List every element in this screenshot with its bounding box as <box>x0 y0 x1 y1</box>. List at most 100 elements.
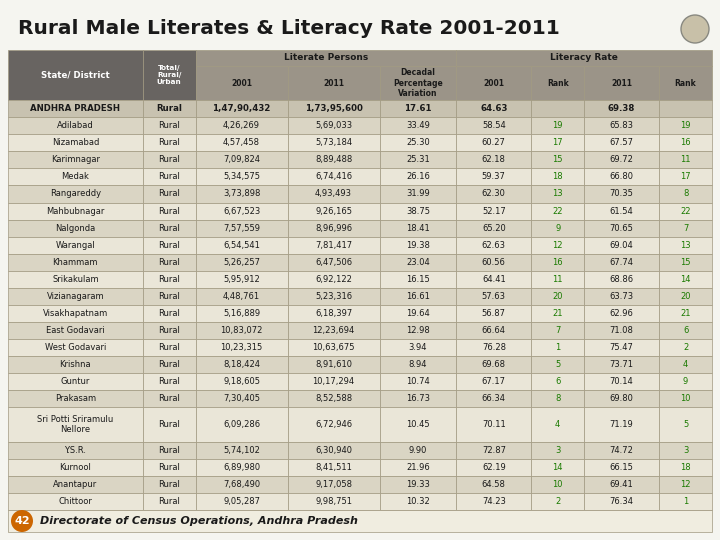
Bar <box>287 390 379 408</box>
Bar <box>456 442 531 459</box>
Text: 15: 15 <box>552 156 563 164</box>
Bar <box>584 322 659 339</box>
Text: 76.28: 76.28 <box>482 343 506 352</box>
Text: 7: 7 <box>683 224 688 233</box>
Bar <box>287 185 379 202</box>
Bar <box>379 288 456 305</box>
Text: Rural: Rural <box>158 480 180 489</box>
Text: 9,98,751: 9,98,751 <box>315 497 352 506</box>
Text: 7,57,559: 7,57,559 <box>223 224 260 233</box>
Bar <box>8 322 143 339</box>
Bar <box>659 100 712 117</box>
Text: 20: 20 <box>552 292 563 301</box>
Bar <box>659 220 712 237</box>
Bar <box>8 185 143 202</box>
Text: 10,23,315: 10,23,315 <box>220 343 263 352</box>
Bar <box>584 305 659 322</box>
Bar <box>196 339 287 356</box>
Text: Decadal
Percentage
Variation: Decadal Percentage Variation <box>393 68 443 98</box>
Text: 10: 10 <box>680 394 690 403</box>
Text: 52.17: 52.17 <box>482 206 505 215</box>
Bar <box>143 202 196 220</box>
Bar <box>531 117 584 134</box>
Text: 67.17: 67.17 <box>482 377 506 387</box>
Text: 66.64: 66.64 <box>482 326 506 335</box>
Bar <box>659 390 712 408</box>
Bar <box>531 459 584 476</box>
Bar <box>143 151 196 168</box>
Bar <box>659 134 712 151</box>
Text: 14: 14 <box>552 463 563 472</box>
Text: 60.56: 60.56 <box>482 258 505 267</box>
Text: 56.87: 56.87 <box>482 309 506 318</box>
Bar <box>196 373 287 390</box>
Text: Kurnool: Kurnool <box>59 463 91 472</box>
Bar <box>379 271 456 288</box>
Bar <box>531 305 584 322</box>
Text: 6,89,980: 6,89,980 <box>223 463 260 472</box>
Text: 73.71: 73.71 <box>610 360 634 369</box>
Text: 18: 18 <box>680 463 691 472</box>
Text: 5: 5 <box>555 360 560 369</box>
Text: 69.04: 69.04 <box>610 241 634 249</box>
Bar <box>196 459 287 476</box>
Bar <box>379 220 456 237</box>
Text: 13: 13 <box>680 241 691 249</box>
Text: Khammam: Khammam <box>53 258 98 267</box>
Text: 8,89,488: 8,89,488 <box>315 156 352 164</box>
Bar <box>379 117 456 134</box>
Text: 61.54: 61.54 <box>610 206 634 215</box>
Bar <box>287 476 379 493</box>
Text: 10.74: 10.74 <box>406 377 430 387</box>
Bar <box>196 168 287 185</box>
Bar <box>456 322 531 339</box>
Bar <box>659 356 712 373</box>
Text: 18: 18 <box>552 172 563 181</box>
Text: 7,30,405: 7,30,405 <box>223 394 260 403</box>
Bar <box>8 408 143 442</box>
Bar <box>8 390 143 408</box>
Bar <box>531 442 584 459</box>
Text: 8,41,511: 8,41,511 <box>315 463 352 472</box>
Bar <box>143 390 196 408</box>
Text: 63.73: 63.73 <box>610 292 634 301</box>
Bar <box>8 50 143 100</box>
Text: 6,74,416: 6,74,416 <box>315 172 352 181</box>
Text: West Godavari: West Godavari <box>45 343 106 352</box>
Bar <box>456 220 531 237</box>
Text: 1: 1 <box>683 497 688 506</box>
Text: 5,69,033: 5,69,033 <box>315 121 352 130</box>
Text: 65.83: 65.83 <box>610 121 634 130</box>
Text: State/ District: State/ District <box>41 71 109 79</box>
Text: Adilabad: Adilabad <box>57 121 94 130</box>
Bar <box>8 220 143 237</box>
Bar <box>287 168 379 185</box>
Text: 26.16: 26.16 <box>406 172 430 181</box>
Text: 69.68: 69.68 <box>482 360 506 369</box>
Bar <box>456 168 531 185</box>
Bar <box>379 356 456 373</box>
Text: 19.33: 19.33 <box>406 480 430 489</box>
Text: Krishna: Krishna <box>60 360 91 369</box>
Text: Literacy Rate: Literacy Rate <box>550 53 618 63</box>
Text: 9,18,605: 9,18,605 <box>223 377 260 387</box>
Bar <box>659 288 712 305</box>
Bar <box>196 356 287 373</box>
Bar <box>143 305 196 322</box>
Bar <box>143 50 196 100</box>
Text: 64.58: 64.58 <box>482 480 505 489</box>
Bar <box>143 237 196 254</box>
Text: 6: 6 <box>683 326 688 335</box>
Text: 7,68,490: 7,68,490 <box>223 480 260 489</box>
Text: 20: 20 <box>680 292 690 301</box>
Bar <box>8 8 712 50</box>
Text: 6,72,946: 6,72,946 <box>315 420 352 429</box>
Text: 74.23: 74.23 <box>482 497 505 506</box>
Bar <box>456 339 531 356</box>
Text: Directorate of Census Operations, Andhra Pradesh: Directorate of Census Operations, Andhra… <box>40 516 358 526</box>
Text: 69.80: 69.80 <box>610 394 634 403</box>
Bar <box>287 356 379 373</box>
Bar <box>659 168 712 185</box>
Bar <box>456 288 531 305</box>
Text: 12: 12 <box>552 241 563 249</box>
